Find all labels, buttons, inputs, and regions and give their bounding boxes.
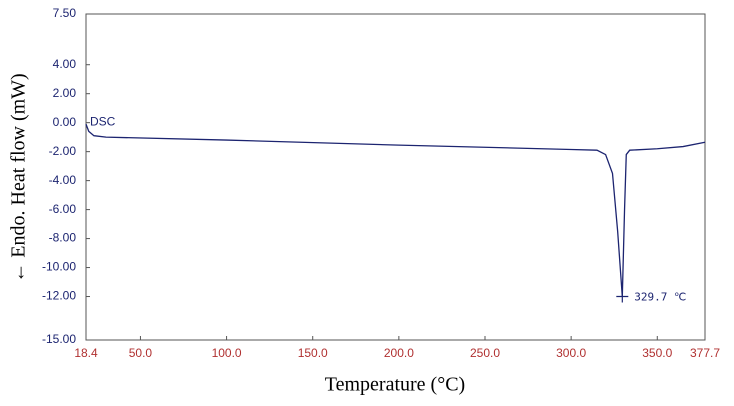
plot-frame xyxy=(85,13,706,341)
y-axis-title: ← Endo. Heat flow (mW) xyxy=(8,73,30,282)
x-tick-label: 350.0 xyxy=(642,346,672,360)
x-tick-label: 100.0 xyxy=(212,346,242,360)
x-tick-label: 150.0 xyxy=(298,346,328,360)
y-tick-label: 0.00 xyxy=(53,115,77,129)
x-axis-title: Temperature (°C) xyxy=(325,374,465,396)
y-tick-label: 4.00 xyxy=(53,57,77,71)
y-tick-label: 2.00 xyxy=(53,86,77,100)
peak-label: 329.7 ℃ xyxy=(634,291,686,304)
peak-marker xyxy=(616,290,629,303)
data-line xyxy=(85,123,706,297)
x-tick-label: 18.4 xyxy=(74,346,98,360)
series-label: DSC xyxy=(90,114,116,128)
y-tick-label: -6.00 xyxy=(49,202,77,216)
x-tick-label: 377.7 xyxy=(690,346,720,360)
y-tick-label: -12.00 xyxy=(42,289,76,303)
x-tick-label: 200.0 xyxy=(384,346,414,360)
y-tick-label: -4.00 xyxy=(49,173,77,187)
x-tick-label: 50.0 xyxy=(129,346,153,360)
y-tick-label: 7.50 xyxy=(53,6,77,20)
x-tick-label: 300.0 xyxy=(556,346,586,360)
y-tick-label: -8.00 xyxy=(49,231,77,245)
x-tick-label: 250.0 xyxy=(470,346,500,360)
y-tick-label: -15.00 xyxy=(42,332,76,346)
y-tick-label: -2.00 xyxy=(49,144,77,158)
y-tick-label: -10.00 xyxy=(42,260,76,274)
